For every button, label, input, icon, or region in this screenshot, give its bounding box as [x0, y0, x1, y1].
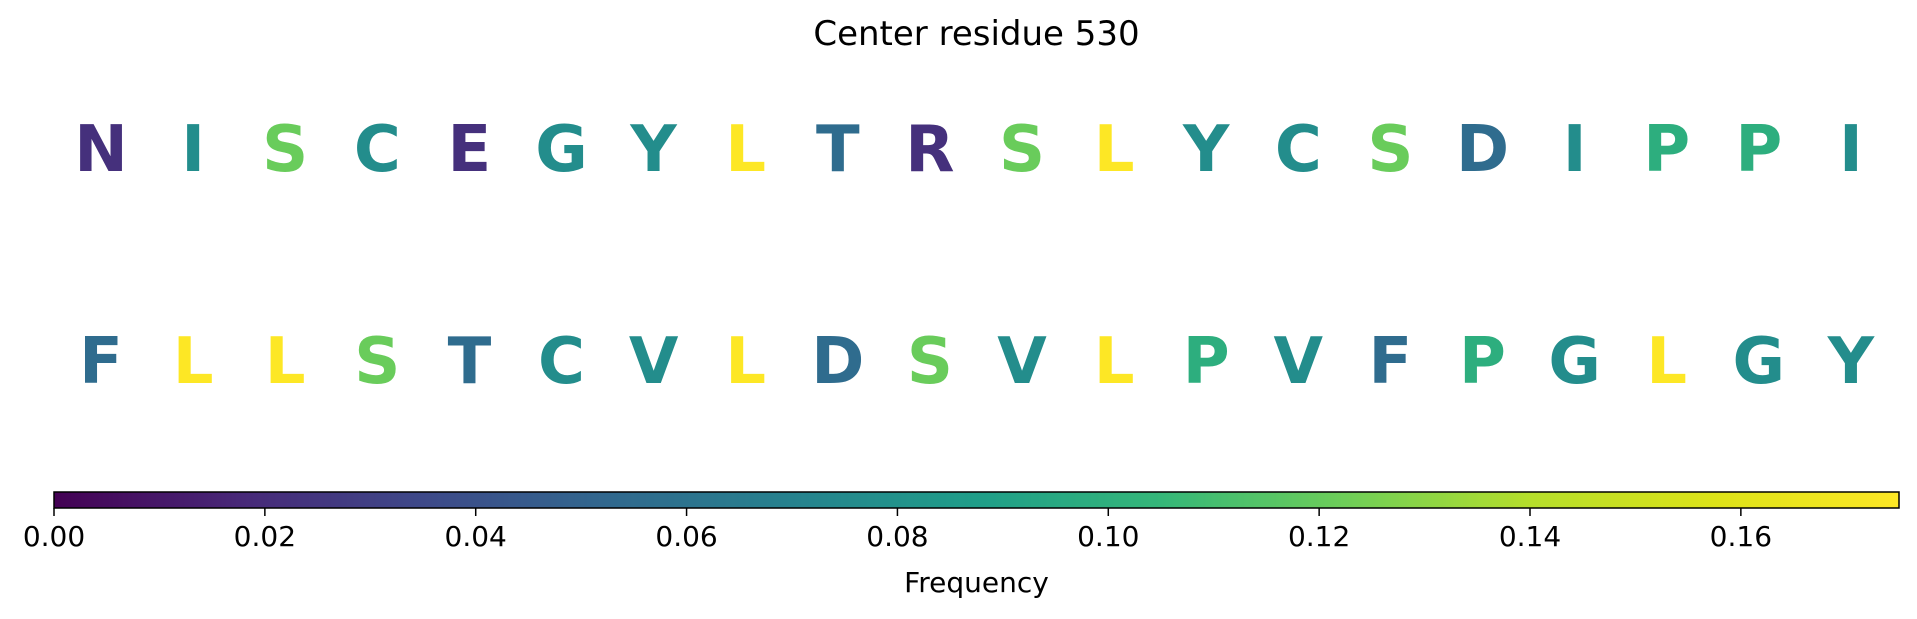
residue-letter: C	[353, 113, 401, 187]
residue-letter: L	[1646, 325, 1688, 399]
colorbar-axis-label: Frequency	[904, 566, 1049, 599]
residue-letter: C	[1274, 113, 1322, 187]
chart-title: Center residue 530	[813, 14, 1140, 54]
residue-letter: V	[1273, 325, 1324, 399]
residue-letter: F	[79, 325, 123, 399]
residue-letter: C	[538, 325, 585, 399]
colorbar-tick-label: 0.10	[1077, 520, 1139, 553]
residue-letter: Y	[1827, 325, 1875, 399]
colorbar: 0.00 0.02 0.04 0.06 0.08 0.10 0.12 0.14 0.16 Fre…	[0, 480, 1917, 619]
residue-letter: E	[447, 113, 492, 187]
residue-letter: P	[1182, 325, 1230, 399]
colorbar-tick-label: 0.08	[866, 520, 928, 553]
residue-letter: I	[1838, 113, 1863, 187]
colorbar-tick-label: 0.02	[234, 520, 296, 553]
colorbar-tick-label: 0.04	[445, 520, 507, 553]
residue-letter: D	[1455, 113, 1510, 187]
residue-letter: V	[628, 325, 679, 399]
residue-letter: T	[815, 113, 860, 187]
residue-letter: T	[447, 325, 492, 399]
residue-letter: S	[262, 113, 309, 187]
colorbar-tick-label: 0.14	[1499, 520, 1561, 553]
residue-letter: N	[74, 113, 128, 187]
residue-letter: P	[1459, 325, 1506, 399]
colorbar-scale: 0.00 0.02 0.04 0.06 0.08 0.10 0.12 0.14 0.16	[23, 491, 1900, 553]
colorbar-tick-label: 0.12	[1288, 520, 1350, 553]
residue-letter: S	[998, 113, 1046, 187]
colorbar-tick-label: 0.06	[655, 520, 717, 553]
residue-letter: S	[906, 325, 953, 399]
residue-letter: L	[172, 325, 214, 399]
residue-letter: Y	[630, 113, 677, 187]
residue-letter: D	[811, 325, 865, 399]
residue-letter: L	[264, 325, 306, 399]
residue-letter: P	[1643, 113, 1691, 187]
colorbar-tick-label: 0.00	[23, 520, 85, 553]
residue-letter: L	[1093, 325, 1135, 399]
residue-letter: F	[1368, 325, 1413, 399]
residue-letter: L	[725, 325, 767, 399]
residue-letter: G	[1732, 325, 1786, 399]
residue-letter: I	[1562, 113, 1587, 187]
residue-letter: L	[725, 113, 767, 187]
residue-letter: V	[997, 325, 1047, 399]
residue-letter: G	[535, 113, 588, 187]
residue-letter: Y	[1183, 113, 1230, 187]
residue-letter: G	[1548, 325, 1601, 399]
residue-letter: R	[905, 113, 955, 187]
residue-letter: S	[354, 325, 401, 399]
residue-letter: L	[1093, 113, 1135, 187]
residue-letter: I	[181, 113, 205, 187]
colorbar-tick-label: 0.16	[1710, 520, 1772, 553]
colorbar-gradient	[53, 491, 1900, 509]
residue-letter: S	[1367, 113, 1414, 187]
residue-letter: P	[1735, 113, 1783, 187]
